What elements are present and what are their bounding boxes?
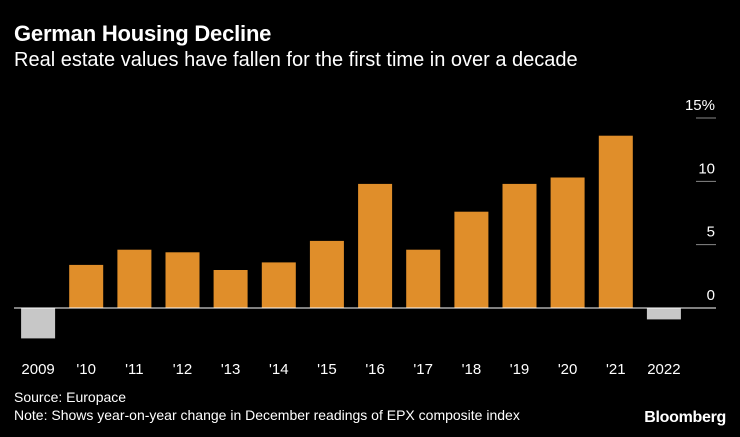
bar-'11: [117, 249, 152, 308]
x-tick-label: '21: [606, 361, 626, 378]
bar-'13: [213, 270, 248, 308]
bloomberg-logo: Bloomberg: [644, 409, 726, 426]
x-tick-label: '14: [269, 361, 289, 378]
bar-'16: [358, 183, 393, 308]
x-tick-label: 2009: [21, 361, 54, 378]
x-tick-label: '19: [510, 361, 530, 378]
bar-'21: [598, 135, 633, 308]
x-tick-label: '15: [317, 361, 337, 378]
y-tick-label: 15%: [685, 97, 715, 114]
y-tick-label: 5: [707, 224, 715, 241]
bar-2009: [21, 308, 56, 339]
bar-'14: [261, 262, 296, 308]
chart-title: German Housing Decline: [14, 21, 272, 46]
x-tick-label: '17: [413, 361, 433, 378]
bar-'12: [165, 252, 200, 308]
x-tick-label: '20: [558, 361, 578, 378]
x-tick-label: '12: [173, 361, 193, 378]
x-tick-label: '18: [462, 361, 482, 378]
bar-'18: [454, 211, 489, 308]
note-text: Note: Shows year-on-year change in Decem…: [14, 407, 520, 423]
y-tick-label: 10: [698, 160, 715, 177]
bar-'17: [406, 249, 441, 308]
x-tick-label: 2022: [647, 361, 680, 378]
bar-'19: [502, 183, 537, 308]
y-tick-label: 0: [707, 287, 715, 304]
source-text: Source: Europace: [14, 389, 127, 405]
bar-'20: [550, 177, 585, 308]
x-tick-label: '16: [365, 361, 385, 378]
x-tick-label: '10: [76, 361, 96, 378]
chart-subtitle: Real estate values have fallen for the f…: [14, 49, 578, 71]
x-tick-label: '11: [125, 361, 143, 378]
x-tick-label: '13: [221, 361, 241, 378]
bar-'15: [309, 240, 344, 308]
bar-'10: [69, 264, 104, 308]
bar-2022: [646, 308, 681, 320]
